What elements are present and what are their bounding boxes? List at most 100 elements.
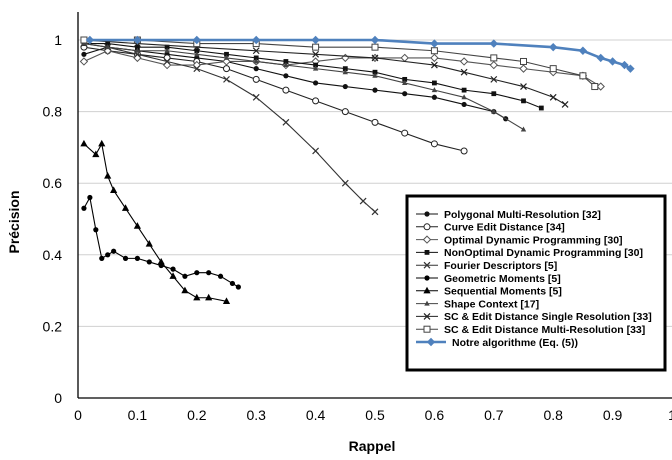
ticks-layer: 0 0.2 0.4 0.6 0.8 1 0 0.1 0.2 0.3 0.4 0.5 0.6 0.7 0.8 0…: [43, 32, 672, 423]
data-point: [93, 227, 99, 233]
data-point: [253, 66, 259, 72]
data-point: [283, 73, 289, 79]
legend-label: Geometric Moments [5]: [444, 273, 561, 285]
legend-label: Shape Context [17]: [444, 298, 539, 310]
data-point: [342, 83, 348, 90]
legend-marker: [423, 325, 431, 333]
data-point: [491, 91, 497, 97]
data-point: [229, 280, 236, 287]
data-point: [341, 179, 349, 187]
series-layer: [79, 35, 635, 304]
data-point: [194, 270, 200, 276]
data-point: [170, 266, 176, 272]
data-point: [371, 118, 379, 126]
data-point: [235, 284, 241, 290]
data-point: [430, 39, 439, 48]
y-tick-label: 1: [54, 32, 62, 48]
data-point: [579, 72, 587, 80]
data-point: [313, 62, 318, 68]
data-point: [164, 47, 170, 53]
data-point: [222, 297, 231, 304]
data-point: [193, 65, 201, 73]
data-point: [282, 86, 290, 94]
data-point: [460, 68, 468, 76]
x-tick-label: 0.5: [365, 407, 385, 423]
data-point: [253, 55, 259, 61]
data-point: [312, 43, 320, 51]
data-point: [312, 97, 320, 105]
data-point: [402, 79, 408, 85]
axes-layer: [77, 12, 672, 399]
data-point: [312, 50, 320, 58]
data-point: [223, 65, 230, 73]
x-tick-label: 0.3: [246, 407, 266, 423]
data-point: [372, 72, 378, 78]
data-point: [313, 80, 319, 86]
data-point: [549, 42, 558, 52]
legend-label: Fourier Descriptors [5]: [444, 260, 557, 272]
data-point: [620, 60, 629, 70]
data-point: [182, 273, 188, 279]
data-point: [92, 150, 100, 158]
data-point: [519, 64, 528, 73]
data-point: [99, 255, 105, 261]
legend-label: Optimal Dynamic Programming [30]: [444, 234, 623, 246]
data-point: [520, 57, 527, 65]
data-point: [253, 58, 259, 64]
legend-label: NonOptimal Dynamic Programming [30]: [444, 247, 643, 259]
series-line: [83, 43, 542, 109]
data-point: [146, 259, 152, 265]
legend-marker: [424, 275, 430, 281]
legend-entry: Geometric Moments [5]: [416, 273, 561, 285]
data-point: [192, 35, 201, 45]
y-tick-label: 0.6: [43, 175, 63, 191]
data-point: [110, 186, 118, 193]
data-point: [79, 57, 89, 66]
data-point: [538, 105, 544, 111]
data-point: [430, 53, 439, 63]
x-tick-label: 0.2: [187, 407, 207, 423]
data-point: [205, 293, 213, 301]
data-point: [135, 44, 140, 50]
legend-entries: Polygonal Multi-Resolution [32]Curve Edi…: [416, 209, 652, 349]
data-point: [342, 66, 348, 72]
data-point: [430, 61, 438, 69]
legend-marker: [424, 300, 430, 306]
data-point: [401, 129, 409, 137]
data-point: [282, 118, 290, 126]
data-point: [105, 41, 111, 46]
data-point: [402, 76, 408, 82]
data-point: [371, 54, 379, 62]
legend-label: SC & Edit Distance Multi-Resolution [33]: [444, 324, 645, 336]
legend-marker: [423, 286, 431, 294]
data-point: [591, 83, 599, 91]
data-point: [87, 194, 93, 201]
data-point: [157, 257, 165, 265]
y-tick-label: 0.8: [43, 104, 63, 120]
data-point: [223, 54, 230, 60]
series-3: [81, 41, 544, 111]
x-tick-label: 0.1: [128, 407, 148, 423]
legend-label: SC & Edit Distance Single Resolution [33…: [444, 311, 652, 323]
data-point: [461, 94, 467, 100]
legend-entry: Sequential Moments [5]: [416, 286, 562, 298]
legend-entry: NonOptimal Dynamic Programming [30]: [416, 247, 643, 259]
data-point: [134, 47, 141, 53]
data-point: [283, 59, 289, 64]
data-point: [122, 255, 129, 261]
series-line: [83, 46, 465, 152]
data-point: [372, 69, 378, 75]
data-point: [181, 286, 189, 294]
legend-marker: [426, 337, 436, 347]
y-tick-label: 0.4: [43, 247, 63, 263]
data-point: [80, 139, 88, 147]
legend-marker: [423, 223, 431, 231]
data-point: [431, 94, 437, 100]
data-point: [520, 126, 527, 132]
data-point: [134, 255, 140, 261]
x-tick-label: 1: [668, 407, 672, 423]
data-point: [85, 35, 95, 45]
data-point: [311, 35, 320, 45]
